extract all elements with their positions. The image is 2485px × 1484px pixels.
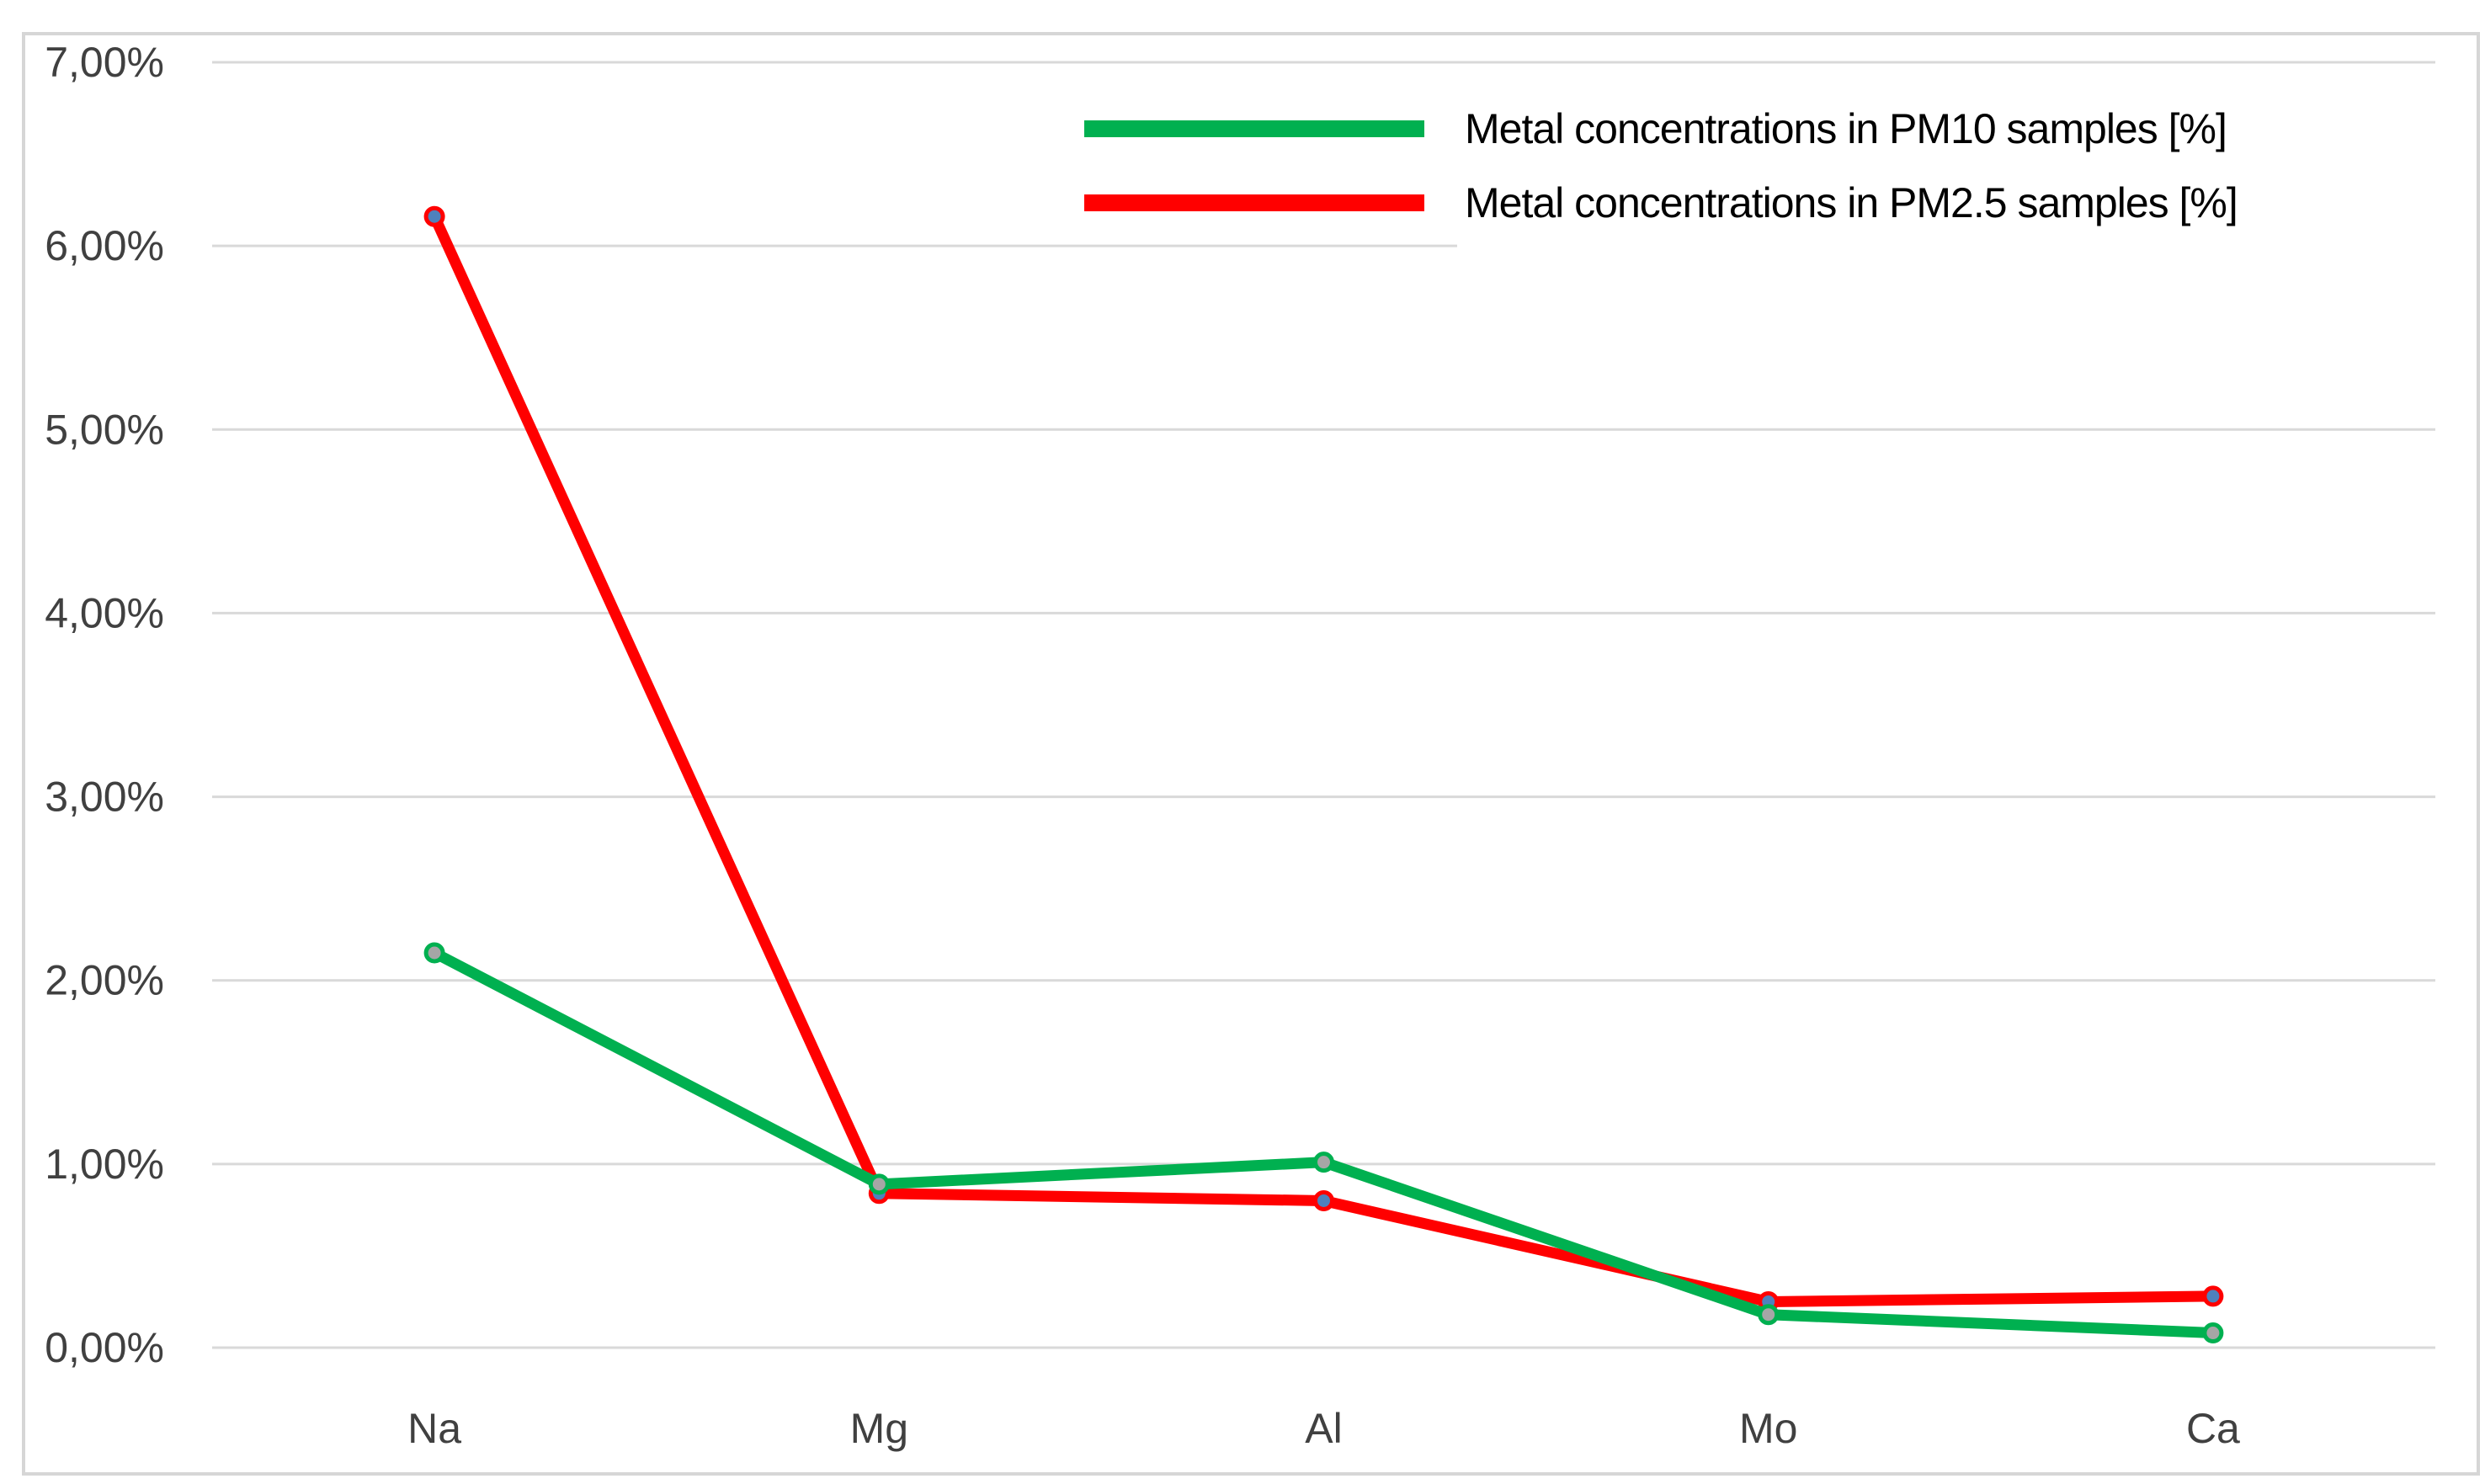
pm25-legend-label: Metal concentrations in PM2.5 samples [%… [1465, 179, 2238, 226]
chart-border-frame [22, 32, 2480, 1476]
data-point-marker [1313, 1152, 1334, 1173]
x-axis-category-label: Ca [2186, 1405, 2240, 1452]
y-axis-tick-label: 1,00% [45, 1141, 164, 1188]
data-point-marker [2202, 1322, 2224, 1344]
legend: Metal concentrations in PM10 samples [%]… [1084, 92, 2238, 240]
legend-item-pm25: Metal concentrations in PM2.5 samples [%… [1084, 166, 2238, 240]
pm10-legend-label: Metal concentrations in PM10 samples [%] [1465, 105, 2227, 152]
data-point-marker [1313, 1189, 1334, 1211]
data-point-marker [423, 205, 445, 227]
y-axis-tick-label: 2,00% [45, 957, 164, 1004]
data-point-marker [868, 1173, 890, 1195]
x-axis-category-label: Mg [850, 1405, 908, 1452]
y-axis-tick-label: 4,00% [45, 589, 164, 636]
legend-background [1457, 72, 2435, 324]
x-axis-category-label: Al [1305, 1405, 1342, 1452]
y-axis-tick-label: 7,00% [45, 39, 164, 86]
data-point-marker [1758, 1304, 1780, 1326]
x-axis-category-label: Na [407, 1405, 461, 1452]
y-axis-tick-label: 0,00% [45, 1324, 164, 1371]
y-axis-tick-label: 3,00% [45, 774, 164, 821]
pm10-series-swatch [1084, 120, 1424, 137]
series-line-1 [429, 214, 2213, 1307]
series-line-0 [432, 948, 2214, 1339]
y-axis-tick-label: 5,00% [45, 406, 164, 453]
pm25-series-swatch [1084, 194, 1424, 211]
x-axis-category-label: Mo [1739, 1405, 1797, 1452]
data-point-marker [2202, 1285, 2224, 1307]
data-point-marker [423, 942, 445, 964]
legend-item-pm10: Metal concentrations in PM10 samples [%] [1084, 92, 2238, 166]
y-axis-tick-label: 6,00% [45, 222, 164, 269]
